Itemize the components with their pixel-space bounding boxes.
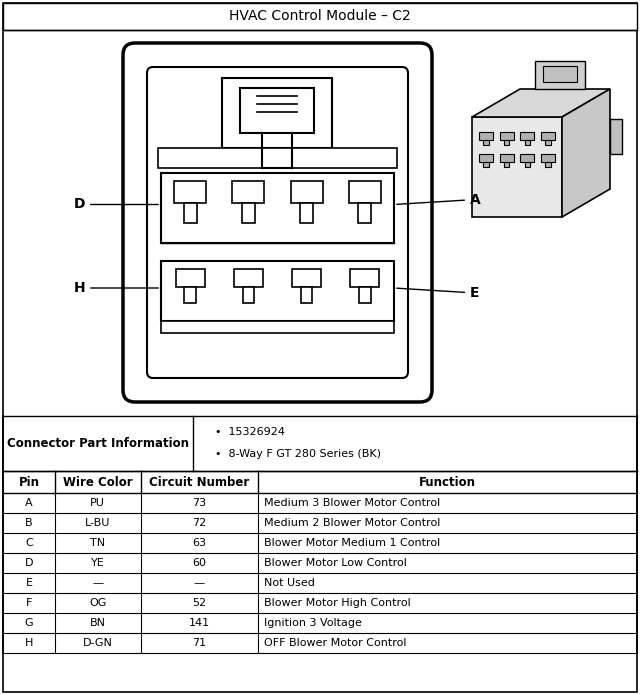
Bar <box>358 203 371 223</box>
Bar <box>232 181 264 203</box>
Text: Medium 3 Blower Motor Control: Medium 3 Blower Motor Control <box>264 498 440 508</box>
Text: H: H <box>74 281 158 295</box>
Text: Medium 2 Blower Motor Control: Medium 2 Blower Motor Control <box>264 518 440 528</box>
Bar <box>520 154 534 162</box>
Bar <box>520 132 534 140</box>
Text: 60: 60 <box>192 558 206 568</box>
Text: D: D <box>74 197 158 211</box>
Bar <box>161 321 394 333</box>
Bar <box>545 162 551 167</box>
Text: A: A <box>397 193 481 206</box>
Text: E: E <box>397 286 479 300</box>
Bar <box>174 181 206 203</box>
Text: PU: PU <box>90 498 105 508</box>
Bar <box>525 162 530 167</box>
Bar <box>472 117 562 217</box>
Bar <box>500 132 514 140</box>
Text: 63: 63 <box>192 538 206 548</box>
Bar <box>184 203 196 223</box>
Bar <box>500 154 514 162</box>
Text: Circuit Number: Circuit Number <box>149 475 250 489</box>
Bar <box>292 269 321 287</box>
Bar <box>610 119 622 154</box>
Text: BN: BN <box>90 618 106 628</box>
Bar <box>545 140 551 145</box>
Bar <box>483 162 488 167</box>
Bar <box>175 269 205 287</box>
FancyBboxPatch shape <box>147 67 408 378</box>
Text: 73: 73 <box>192 498 206 508</box>
Text: 71: 71 <box>192 638 206 648</box>
Bar <box>541 154 556 162</box>
Bar <box>3 3 637 30</box>
Text: TN: TN <box>90 538 106 548</box>
Text: YE: YE <box>91 558 105 568</box>
Text: Wire Color: Wire Color <box>63 475 132 489</box>
Bar <box>359 287 371 303</box>
Text: —: — <box>194 578 205 588</box>
Text: 141: 141 <box>189 618 210 628</box>
Text: F: F <box>26 598 32 608</box>
Bar <box>479 132 493 140</box>
Polygon shape <box>562 89 610 217</box>
Bar <box>161 173 394 243</box>
Text: Blower Motor Low Control: Blower Motor Low Control <box>264 558 407 568</box>
Text: Function: Function <box>419 475 476 489</box>
Bar <box>543 66 577 82</box>
Bar <box>504 140 509 145</box>
FancyBboxPatch shape <box>123 43 432 402</box>
Text: Not Used: Not Used <box>264 578 315 588</box>
Text: C: C <box>25 538 33 548</box>
Bar <box>291 181 323 203</box>
Bar <box>300 203 313 223</box>
Text: D-GN: D-GN <box>83 638 113 648</box>
Text: •  8-Way F GT 280 Series (BK): • 8-Way F GT 280 Series (BK) <box>215 449 381 459</box>
Bar <box>483 140 488 145</box>
Bar <box>349 181 381 203</box>
Bar <box>535 61 585 89</box>
Bar <box>350 269 380 287</box>
Text: B: B <box>25 518 33 528</box>
Bar <box>184 287 196 303</box>
Polygon shape <box>472 89 610 117</box>
Text: —: — <box>92 578 103 588</box>
Bar <box>504 162 509 167</box>
Bar <box>234 269 263 287</box>
Text: HVAC Control Module – C2: HVAC Control Module – C2 <box>229 10 411 24</box>
Text: L-BU: L-BU <box>85 518 111 528</box>
Bar <box>242 203 255 223</box>
Text: G: G <box>25 618 33 628</box>
Bar <box>158 148 397 168</box>
Text: 72: 72 <box>192 518 206 528</box>
Bar <box>240 88 314 133</box>
Bar <box>525 140 530 145</box>
Text: H: H <box>25 638 33 648</box>
Bar <box>541 132 556 140</box>
Bar <box>479 154 493 162</box>
Text: Ignition 3 Voltage: Ignition 3 Voltage <box>264 618 362 628</box>
Bar <box>161 261 394 321</box>
Text: OG: OG <box>89 598 106 608</box>
Text: Pin: Pin <box>19 475 40 489</box>
Text: Connector Part Information: Connector Part Information <box>7 437 189 450</box>
Text: •  15326924: • 15326924 <box>215 427 285 437</box>
Text: Blower Motor Medium 1 Control: Blower Motor Medium 1 Control <box>264 538 440 548</box>
Text: OFF Blower Motor Control: OFF Blower Motor Control <box>264 638 406 648</box>
Text: A: A <box>25 498 33 508</box>
Text: D: D <box>25 558 33 568</box>
Bar <box>301 287 312 303</box>
Bar <box>222 78 332 148</box>
Text: 52: 52 <box>192 598 206 608</box>
Bar <box>243 287 254 303</box>
Text: E: E <box>26 578 33 588</box>
Text: Blower Motor High Control: Blower Motor High Control <box>264 598 411 608</box>
